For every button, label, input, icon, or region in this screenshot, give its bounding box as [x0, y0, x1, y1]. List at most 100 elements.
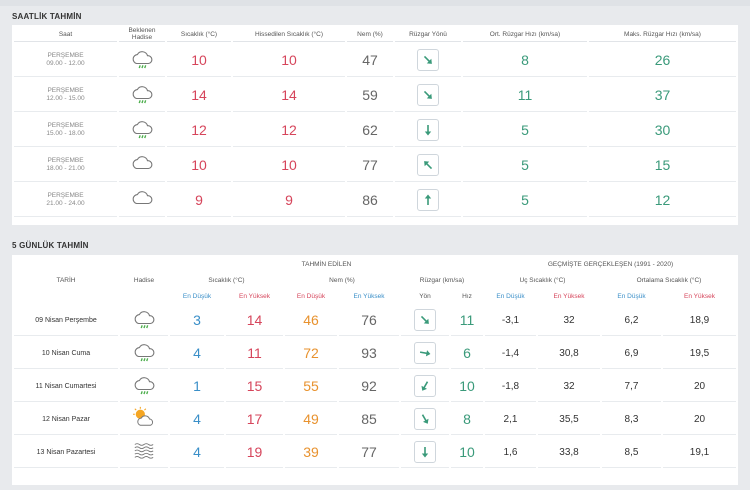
- average-min: 6,9: [602, 338, 661, 369]
- fog-icon: [120, 437, 168, 468]
- wind-direction: [401, 404, 449, 435]
- wind-speed: 11: [451, 305, 483, 336]
- humidity-max: 77: [339, 437, 399, 468]
- wind-direction-icon: [417, 154, 439, 176]
- day-label: PERŞEMBE: [47, 122, 84, 129]
- wind-direction-icon: [417, 84, 439, 106]
- humidity: 59: [347, 79, 393, 112]
- day-label: PERŞEMBE: [47, 52, 84, 59]
- temperature: 10: [167, 44, 231, 77]
- daily-panel: TARİH Hadise TAHMİN EDİLEN GEÇMİŞTE GERÇ…: [12, 255, 738, 485]
- time-cell: PERŞEMBE 21.00 - 24.00: [14, 184, 117, 217]
- header-yon: Yön: [401, 289, 449, 303]
- humidity-min: 72: [285, 338, 337, 369]
- humidity-min: 49: [285, 404, 337, 435]
- daily-row: 12 Nisan Pazar 4 17 49 85 8 2,1 35,5 8,3 20: [14, 404, 736, 435]
- time-cell: PERŞEMBE 15.00 - 18.00: [14, 114, 117, 147]
- day-label: PERŞEMBE: [47, 157, 84, 164]
- humidity-max: 85: [339, 404, 399, 435]
- humidity: 86: [347, 184, 393, 217]
- temp-min: 4: [170, 404, 224, 435]
- time-cell: PERŞEMBE 18.00 - 21.00: [14, 149, 117, 182]
- average-max: 19,1: [663, 437, 736, 468]
- hourly-title: SAATLİK TAHMİN: [12, 12, 82, 21]
- humidity: 62: [347, 114, 393, 147]
- date-label: 11 Nisan Cumartesi: [14, 371, 118, 402]
- header-sicaklik-max: En Yüksek: [226, 289, 283, 303]
- cloud-rain-icon: [120, 305, 168, 336]
- time-range: 12.00 - 15.00: [46, 95, 85, 102]
- header-ort-sicaklik: Ortalama Sıcaklık (°C): [602, 273, 736, 287]
- cloud-rain-icon: [119, 44, 165, 77]
- temp-max: 19: [226, 437, 283, 468]
- humidity: 77: [347, 149, 393, 182]
- temperature: 12: [167, 114, 231, 147]
- hourly-row: PERŞEMBE 18.00 - 21.00 10 10 77 5 15: [14, 149, 736, 182]
- wind-direction-icon: [417, 119, 439, 141]
- avg-wind: 5: [463, 114, 587, 147]
- feels-like: 10: [233, 44, 345, 77]
- header-sicaklik-min: En Düşük: [170, 289, 224, 303]
- humidity-max: 76: [339, 305, 399, 336]
- extreme-max: 32: [538, 371, 600, 402]
- feels-like: 14: [233, 79, 345, 112]
- temp-max: 17: [226, 404, 283, 435]
- extreme-max: 32: [538, 305, 600, 336]
- daily-row: 09 Nisan Perşembe 3 14 46 76 11 -3,1 32 6,2 18,9: [14, 305, 736, 336]
- wind-speed: 10: [451, 437, 483, 468]
- wind-direction-icon: [414, 342, 436, 364]
- hourly-header-4: Nem (%): [347, 27, 393, 42]
- time-range: 18.00 - 21.00: [46, 165, 85, 172]
- max-wind: 30: [589, 114, 736, 147]
- wind-speed: 8: [451, 404, 483, 435]
- sun-cloud-icon: [120, 404, 168, 435]
- max-wind: 37: [589, 79, 736, 112]
- hourly-row: PERŞEMBE 21.00 - 24.00 9 9 86 5 12: [14, 184, 736, 217]
- average-min: 7,7: [602, 371, 661, 402]
- wind-direction: [401, 338, 449, 369]
- wind-direction: [401, 437, 449, 468]
- avg-wind: 8: [463, 44, 587, 77]
- hourly-row: PERŞEMBE 09.00 - 12.00 10 10 47 8 26: [14, 44, 736, 77]
- header-hiz: Hız: [451, 289, 483, 303]
- cloud-rain-icon: [120, 371, 168, 402]
- cloud-rain-icon: [120, 338, 168, 369]
- cloud-icon: [119, 149, 165, 182]
- humidity-min: 39: [285, 437, 337, 468]
- daily-row: 11 Nisan Cumartesi 1 15 55 92 10 -1,8 32 7,7 20: [14, 371, 736, 402]
- hourly-panel: Saat Beklenen Hadise Sıcaklık (°C) Hissedil…: [12, 25, 738, 225]
- header-uc-max: En Yüksek: [538, 289, 600, 303]
- time-range: 21.00 - 24.00: [46, 200, 85, 207]
- wind-direction: [401, 371, 449, 402]
- cloud-rain-icon: [119, 114, 165, 147]
- date-label: 13 Nisan Pazartesi: [14, 437, 118, 468]
- hourly-header-2: Sıcaklık (°C): [167, 27, 231, 42]
- hourly-table: Saat Beklenen Hadise Sıcaklık (°C) Hissedil…: [12, 25, 738, 219]
- date-label: 10 Nisan Cuma: [14, 338, 118, 369]
- hourly-header-1: Beklenen Hadise: [119, 27, 165, 42]
- hourly-row: PERŞEMBE 12.00 - 15.00 14 14 59 11 37: [14, 79, 736, 112]
- wind-direction: [395, 149, 461, 182]
- feels-like: 9: [233, 184, 345, 217]
- humidity: 47: [347, 44, 393, 77]
- daily-title: 5 GÜNLÜK TAHMİN: [12, 241, 89, 250]
- hourly-header-5: Rüzgar Yönü: [395, 27, 461, 42]
- header-tarih: TARİH: [14, 257, 118, 303]
- daily-row: 10 Nisan Cuma 4 11 72 93 6 -1,4 30,8 6,9 19,5: [14, 338, 736, 369]
- daily-header-row-2: Sıcaklık (°C) Nem (%) Rüzgar (km/sa) Uç …: [14, 273, 736, 287]
- wind-direction-icon: [417, 49, 439, 71]
- extreme-max: 30,8: [538, 338, 600, 369]
- max-wind: 26: [589, 44, 736, 77]
- hourly-header-row: Saat Beklenen Hadise Sıcaklık (°C) Hissedil…: [14, 27, 736, 42]
- header-ort-min: En Düşük: [602, 289, 661, 303]
- wind-direction-icon: [414, 375, 436, 397]
- average-min: 8,5: [602, 437, 661, 468]
- average-min: 6,2: [602, 305, 661, 336]
- time-range: 09.00 - 12.00: [46, 60, 85, 67]
- time-range: 15.00 - 18.00: [46, 130, 85, 137]
- temp-max: 15: [226, 371, 283, 402]
- temp-max: 14: [226, 305, 283, 336]
- extreme-min: 1,6: [485, 437, 536, 468]
- header-uc-min: En Düşük: [485, 289, 536, 303]
- daily-table: TARİH Hadise TAHMİN EDİLEN GEÇMİŞTE GERÇ…: [12, 255, 738, 470]
